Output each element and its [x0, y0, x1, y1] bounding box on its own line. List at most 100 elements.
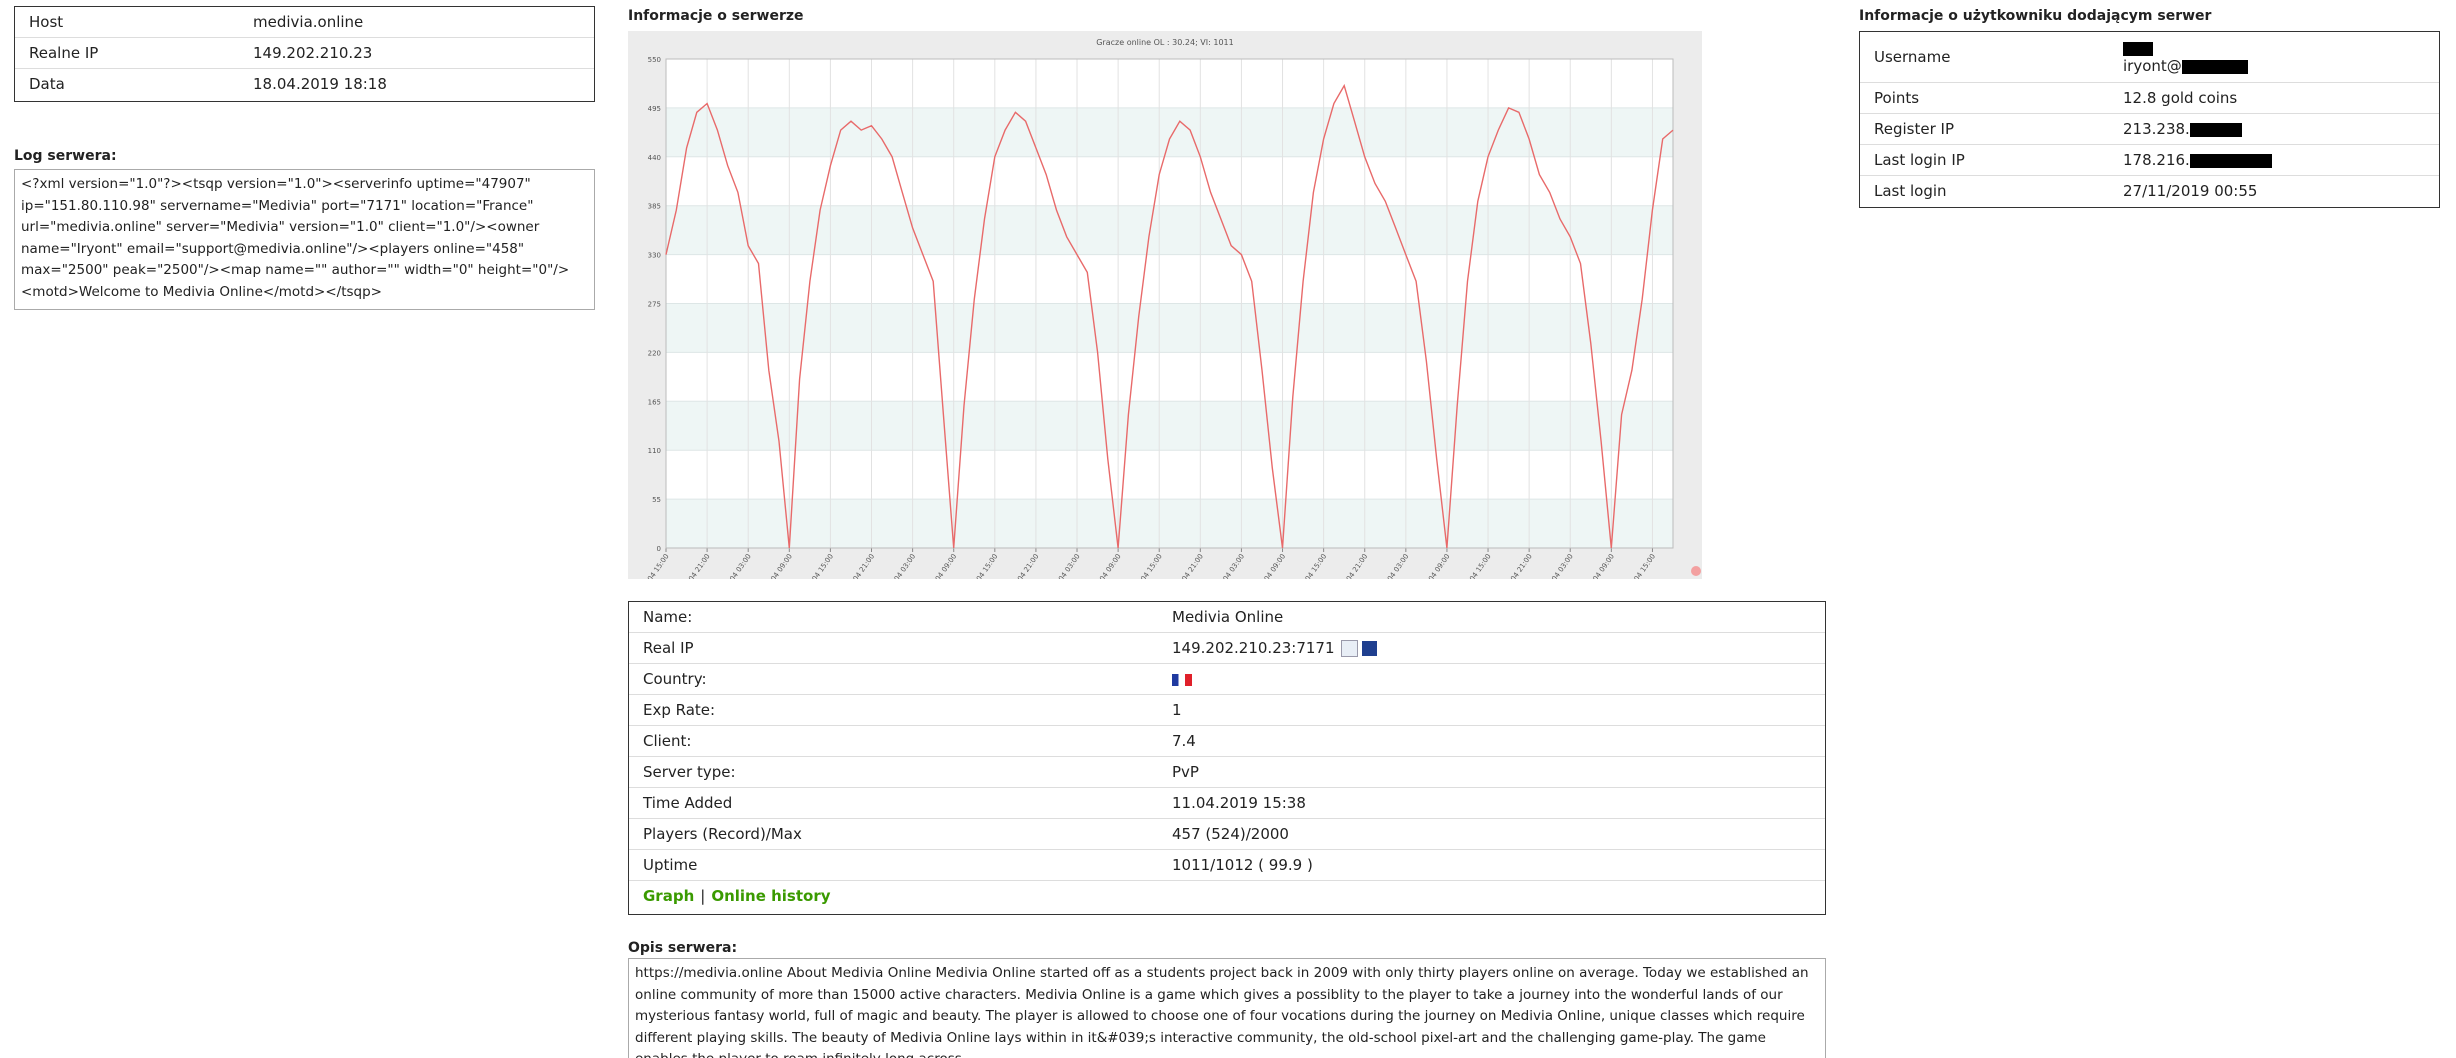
value: medivia.online [239, 7, 594, 38]
grid-band [666, 499, 1673, 548]
y-tick-label: 220 [648, 349, 661, 357]
label: Last login [1874, 182, 1947, 200]
user-info-title: Informacje o użytkowniku dodającym serwe… [1859, 8, 2212, 24]
grid-band [666, 107, 1673, 157]
redacted [2181, 59, 2248, 74]
value: iryont@ [2109, 32, 2439, 83]
value: 178.216. [2109, 144, 2439, 176]
ip: 178.216. [2123, 151, 2190, 169]
details-table: Name: Medivia Online Real IP 149.202.210.23… [628, 601, 1826, 915]
redacted [2189, 153, 2272, 168]
value: 11.04.2019 15:38 [1158, 787, 1825, 819]
redacted [2123, 41, 2153, 56]
label: Uptime [629, 849, 1158, 881]
data-line [665, 83, 1674, 549]
label: Realne IP [15, 37, 239, 69]
value-text: PvP [1172, 763, 1199, 781]
value: 27/11/2019 00:55 [2123, 182, 2258, 200]
label: Time Added [629, 787, 1158, 819]
label: Last login IP [1860, 144, 2109, 176]
y-tick-label: 385 [648, 203, 661, 211]
grid-band [666, 303, 1673, 353]
description-text: https://medivia.online About Medivia Onl… [628, 958, 1826, 1058]
label: Real IP [629, 632, 1158, 664]
email: iryont@ [2123, 57, 2182, 75]
y-tick-label: 550 [648, 56, 661, 64]
value: 457 (524)/2000 [1158, 818, 1825, 850]
value-text: 1011/1012 ( 99.9 ) [1172, 856, 1313, 874]
separator: | [700, 887, 706, 905]
value: 12.8 gold coins [2109, 82, 2439, 114]
label: Username [1860, 32, 2109, 83]
y-tick-label: 165 [648, 398, 661, 406]
row: Last login 27/11/2019 00:55 [1860, 176, 2439, 207]
row: Realne IP 149.202.210.23 [15, 37, 594, 69]
flag [1172, 673, 1192, 686]
chart-icon [1691, 566, 1701, 576]
value: 1011/1012 ( 99.9 ) [1158, 849, 1825, 881]
row: Host medivia.online [15, 7, 594, 38]
row: Points 12.8 gold coins [1860, 82, 2439, 114]
value: 1 [1158, 694, 1825, 726]
value-text: 7.4 [1172, 732, 1196, 750]
value-text: Medivia Online [1172, 608, 1284, 626]
user-table: Username iryont@ Points 12.8 gold coins R… [1859, 31, 2440, 208]
row: Username iryont@ [1860, 32, 2439, 83]
connect-icon[interactable] [1361, 641, 1377, 656]
row: Players (Record)/Max 457 (524)/2000 [629, 818, 1825, 850]
value: 149.202.210.23:7171 [1158, 632, 1825, 664]
value: 213.238. [2109, 113, 2439, 145]
value-text: 149.202.210.23:7171 [1172, 639, 1335, 657]
y-tick-label: 330 [648, 252, 661, 260]
value-text: 1 [1172, 701, 1182, 719]
y-tick-label: 495 [648, 105, 661, 113]
label: Data [29, 75, 65, 93]
value: Medivia Online [1158, 602, 1825, 633]
table: Name: Medivia Online Real IP 149.202.210.23… [629, 602, 1825, 911]
y-tick-label: 0 [657, 545, 661, 553]
row: Time Added 11.04.2019 15:38 [629, 787, 1825, 819]
row: Client: 7.4 [629, 725, 1825, 757]
table: Username iryont@ Points 12.8 gold coins R… [1860, 32, 2439, 206]
value: PvP [1158, 756, 1825, 788]
label: Points [1860, 82, 2109, 114]
description-title: Opis serwera: [628, 940, 738, 956]
row: Name: Medivia Online [629, 602, 1825, 633]
log-text: <?xml version="1.0"?><tsqp version="1.0"… [14, 169, 595, 310]
row: Last login IP 178.216. [1860, 144, 2439, 176]
row: Exp Rate: 1 [629, 694, 1825, 726]
grid-band [666, 205, 1673, 255]
value-text: 457 (524)/2000 [1172, 825, 1289, 843]
row: Country: [629, 663, 1825, 695]
table: Host medivia.online Realne IP 149.202.210.… [15, 7, 594, 99]
label: Country: [629, 663, 1158, 695]
y-tick-label: 275 [648, 301, 661, 309]
row: Data 18.04.2019 18:18 [15, 69, 594, 100]
log-title: Log serwera: [14, 148, 117, 164]
grid-band [666, 401, 1673, 451]
label: Server type: [629, 756, 1158, 788]
y-tick-label: 440 [648, 154, 661, 162]
row: Uptime 1011/1012 ( 99.9 ) [629, 849, 1825, 881]
label: Register IP [1860, 113, 2109, 145]
value: 7.4 [1158, 725, 1825, 757]
row: Graph | Online history [629, 881, 1825, 912]
ip: 213.238. [2123, 120, 2190, 138]
link[interactable]: Graph [643, 887, 695, 905]
row: Real IP 149.202.210.23:7171 [629, 632, 1825, 664]
chart-title: Gracze online OL : 30.24; VI: 1011 [1096, 38, 1234, 47]
label: Name: [629, 602, 1158, 633]
plot-border [665, 58, 1674, 549]
chart: Gracze online OL : 30.24; VI: 1011 0 55 11… [628, 31, 1702, 579]
link[interactable]: Online history [711, 887, 831, 905]
label: Exp Rate: [629, 694, 1158, 726]
label: Host [15, 7, 239, 38]
y-tick-label: 110 [648, 447, 661, 455]
value-text: 11.04.2019 15:38 [1172, 794, 1306, 812]
value: 18.04.2019 18:18 [253, 75, 387, 93]
label: Client: [629, 725, 1158, 757]
row: Register IP 213.238. [1860, 113, 2439, 145]
value [1158, 663, 1825, 695]
server-info-title: Informacje o serwerze [628, 8, 804, 24]
graph-icon[interactable] [1340, 640, 1358, 657]
